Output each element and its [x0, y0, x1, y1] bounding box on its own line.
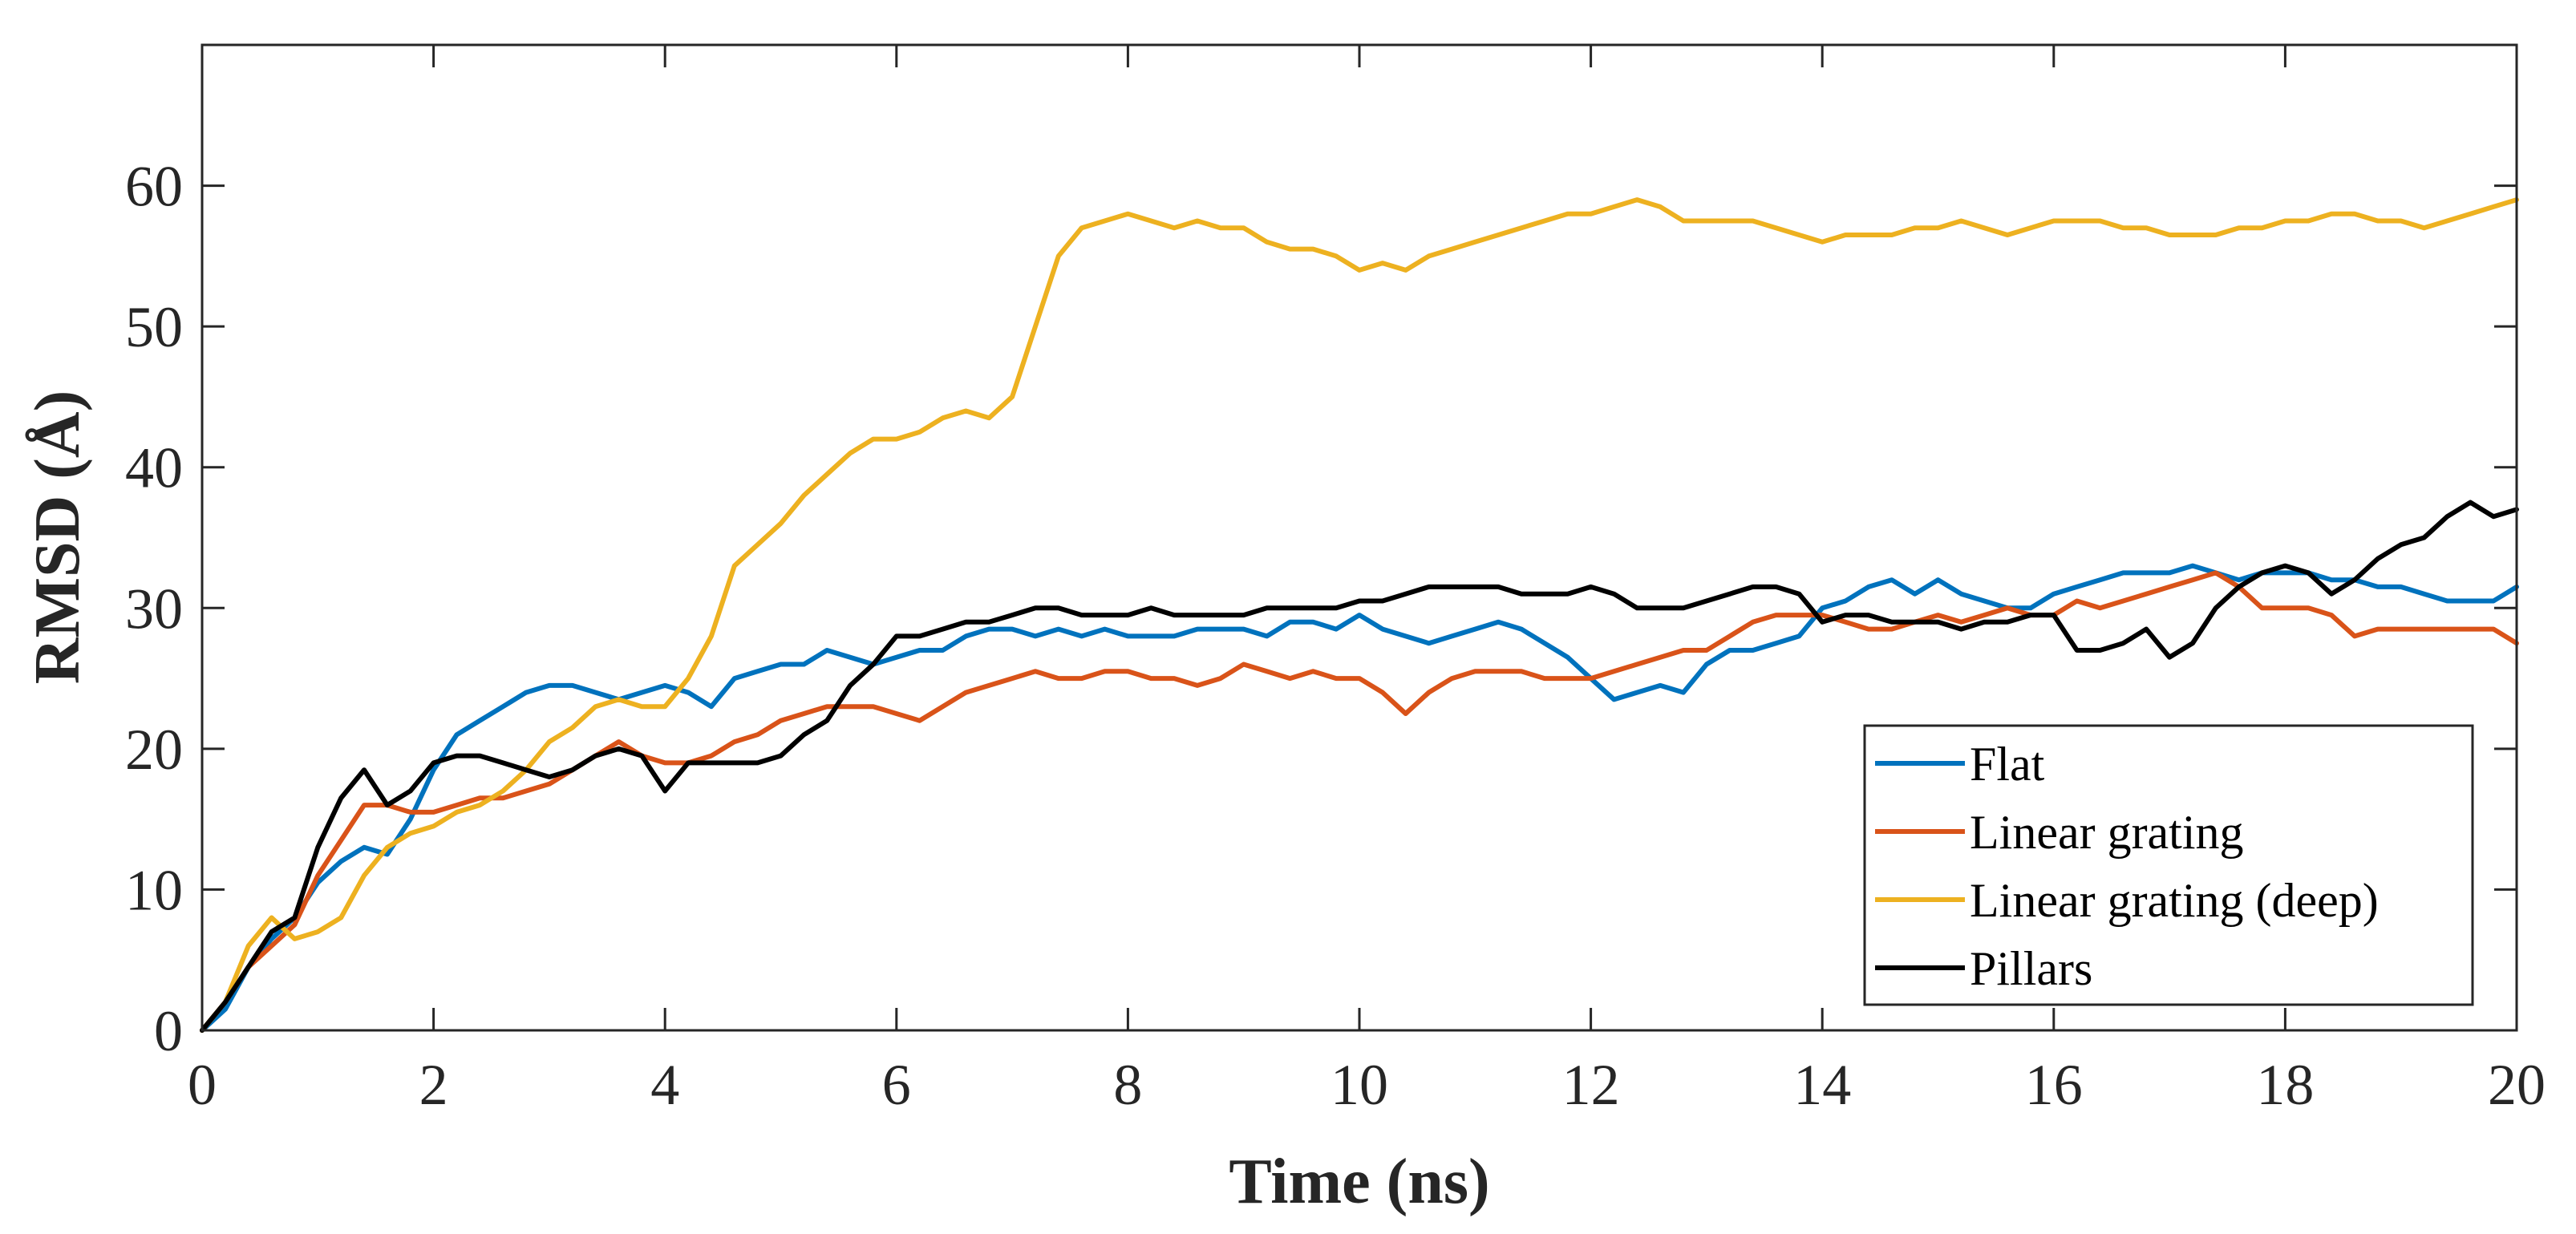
legend-label: Flat: [1970, 738, 2045, 791]
series-line-0: [200, 563, 2519, 1033]
x-tick-label: 10: [1331, 1053, 1388, 1117]
x-tick-label: 18: [2256, 1053, 2314, 1117]
legend-item: Flat: [1875, 738, 2045, 791]
x-tick-label: 12: [1562, 1053, 1620, 1117]
x-tick-label: 2: [419, 1053, 448, 1117]
y-tick-label: 60: [125, 155, 183, 219]
y-tick-label: 10: [125, 858, 183, 922]
x-tick-label: 0: [188, 1053, 217, 1117]
y-axis-label: RMSD (Å): [22, 390, 93, 685]
legend-label: Linear grating (deep): [1970, 874, 2379, 927]
y-tick-label: 50: [125, 295, 183, 359]
y-tick-label: 40: [125, 436, 183, 500]
y-tick-label: 0: [154, 999, 183, 1063]
legend-box: [1863, 724, 2474, 1006]
legend: Flat Linear grating Linear grating (deep) P…: [1863, 724, 2474, 1006]
x-tick-label: 14: [1793, 1053, 1851, 1117]
series-line-3: [200, 500, 2519, 1033]
series-line-2: [200, 197, 2519, 1033]
x-tick-label: 16: [2025, 1053, 2083, 1117]
y-tick-label: 30: [125, 577, 183, 641]
y-tick-labels: 0 10 20 30 40 50 60: [125, 155, 183, 1063]
x-tick-label: 6: [882, 1053, 911, 1117]
x-axis-label: Time (ns): [1229, 1147, 1489, 1217]
x-tick-label: 4: [650, 1053, 679, 1117]
legend-label: Linear grating: [1970, 806, 2244, 859]
legend-item: Pillars: [1875, 942, 2092, 995]
axis-ticks: [200, 45, 2518, 1032]
legend-label: Pillars: [1970, 942, 2092, 995]
series-layer: [200, 197, 2519, 1033]
x-tick-label: 20: [2488, 1053, 2546, 1117]
legend-item: Linear grating (deep): [1875, 874, 2379, 927]
x-tick-labels: 0 2 4 6 8 10 12 14 16 18 20: [188, 1053, 2546, 1117]
x-tick-label: 8: [1113, 1053, 1142, 1117]
y-tick-label: 20: [125, 718, 183, 782]
legend-item: Linear grating: [1875, 806, 2244, 859]
